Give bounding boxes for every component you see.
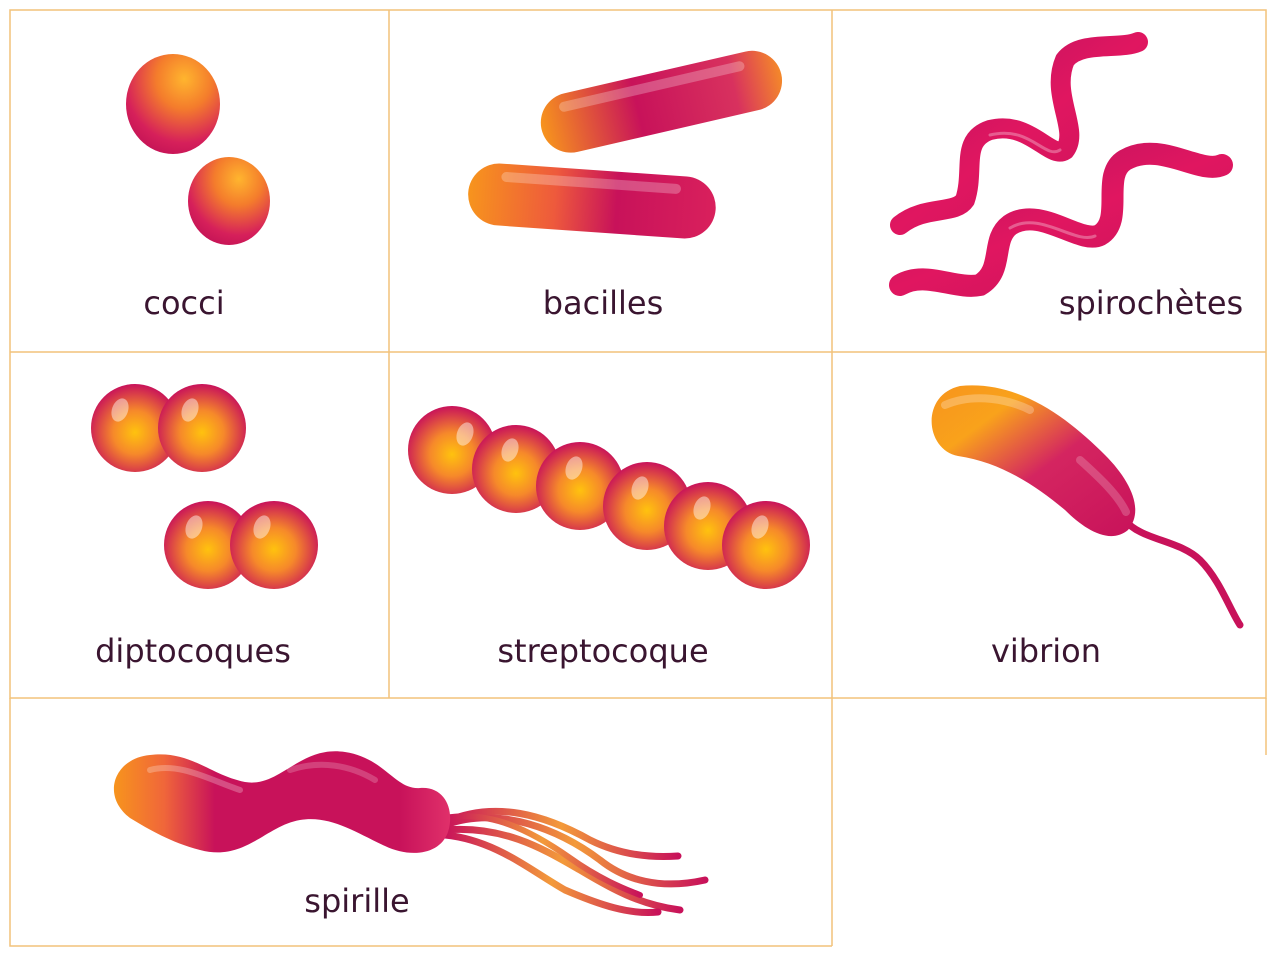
cell-spirille: spirille	[113, 751, 709, 920]
grid-frame-top	[9, 9, 1267, 699]
label-spirille: spirille	[304, 882, 409, 920]
label-spirochetes: spirochètes	[1059, 284, 1243, 322]
spirille-illustration	[113, 751, 709, 917]
label-vibrion: vibrion	[991, 632, 1101, 670]
label-diptocoques: diptocoques	[95, 632, 291, 670]
bacilles-illustration	[468, 50, 783, 239]
cell-vibrion: vibrion	[931, 385, 1244, 670]
spirochetes-illustration	[889, 32, 1233, 297]
cell-streptocoque: streptocoque	[408, 406, 810, 670]
cell-bacilles: bacilles	[468, 50, 783, 322]
label-streptocoque: streptocoque	[497, 632, 708, 670]
streptocoque-illustration	[408, 406, 810, 589]
vibrion-illustration	[931, 385, 1244, 629]
label-cocci: cocci	[143, 284, 224, 322]
diptocoques-illustration	[91, 384, 318, 589]
cell-spirochetes: spirochètes	[889, 32, 1243, 322]
cell-cocci: cocci	[126, 54, 270, 322]
grid-frame-bottom	[9, 698, 832, 947]
label-bacilles: bacilles	[543, 284, 664, 322]
cocci-illustration	[126, 54, 270, 245]
grid	[9, 9, 1267, 947]
cell-diptocoques: diptocoques	[91, 384, 318, 670]
